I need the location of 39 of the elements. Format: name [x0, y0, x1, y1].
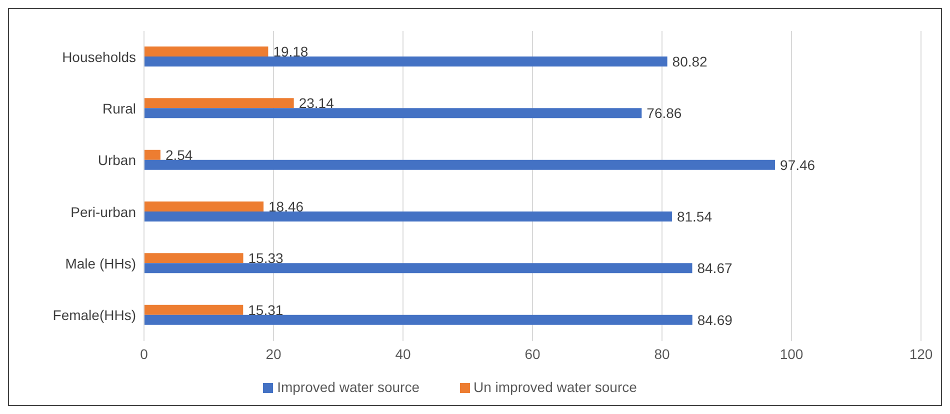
- data-label: 84.67: [697, 260, 732, 276]
- legend-label: Improved water source: [277, 379, 420, 395]
- y-tick-label: Peri-urban: [70, 204, 136, 220]
- y-tick-label: Female(HHs): [52, 307, 136, 324]
- x-tick-label: 20: [266, 346, 282, 362]
- x-tick-label: 80: [654, 346, 670, 362]
- bar: [144, 56, 668, 66]
- data-label: 2.54: [165, 146, 193, 163]
- data-label: 97.46: [780, 156, 816, 173]
- data-label: 23.14: [298, 95, 334, 112]
- legend-label: Un improved water source: [474, 379, 637, 395]
- data-label: 81.54: [676, 208, 712, 224]
- data-label: 80.82: [672, 53, 708, 70]
- bar: [144, 212, 672, 222]
- data-label: 15.31: [248, 302, 284, 318]
- bar: [144, 314, 692, 325]
- bar: [144, 160, 776, 170]
- x-tick-label: 60: [524, 346, 540, 362]
- bar: [144, 304, 244, 315]
- bar: [144, 202, 264, 212]
- data-label: 76.86: [646, 105, 682, 122]
- x-tick-label: 120: [909, 346, 933, 362]
- data-label: 84.69: [697, 312, 733, 328]
- bar: [144, 108, 642, 118]
- y-tick-label: Male (HHs): [65, 255, 136, 272]
- y-tick-label: Urban: [98, 152, 136, 168]
- x-tick-label: 100: [780, 346, 804, 362]
- bar: [144, 98, 294, 108]
- data-label: 18.46: [268, 198, 304, 214]
- bar: [144, 263, 692, 274]
- x-tick-label: 40: [395, 346, 411, 362]
- y-tick-label: Rural: [102, 100, 136, 116]
- bar: [144, 150, 160, 160]
- x-tick-label: 0: [140, 346, 148, 362]
- y-tick-label: Households: [62, 48, 136, 65]
- bar: [144, 253, 244, 264]
- data-label: 19.18: [273, 43, 308, 60]
- bar: [144, 46, 268, 56]
- data-label: 15.33: [248, 250, 284, 266]
